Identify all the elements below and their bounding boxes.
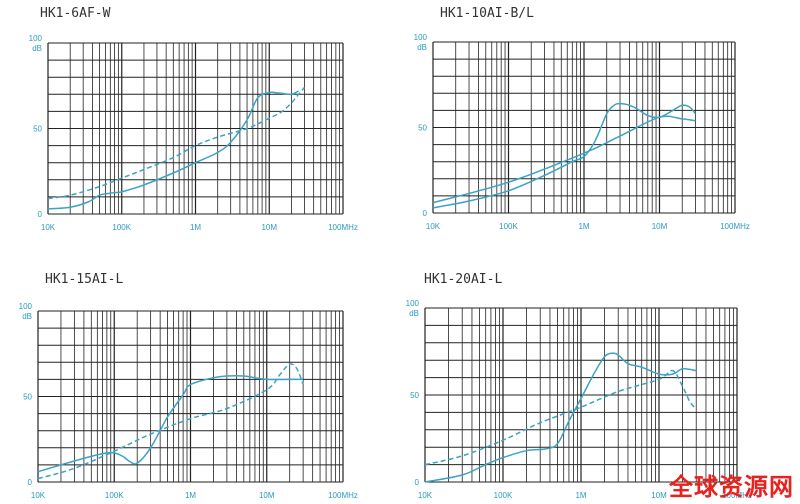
chart-2-y-tick-label: 0: [28, 478, 33, 487]
chart-3-series-1-line: [424, 369, 697, 466]
chart-1-y-tick-label: 50: [418, 124, 427, 133]
chart-2-x-tick-label: 10M: [259, 491, 275, 500]
chart-2-series-1-line: [37, 363, 304, 480]
chart-0-x-tick-label: 1M: [190, 223, 201, 232]
chart-1-y-tick-label: 0: [423, 209, 428, 218]
watermark-logo: 全球资源网: [669, 473, 794, 501]
chart-2-x-tick-label: 10K: [31, 491, 46, 500]
chart-2-series-0-line: [37, 375, 304, 473]
chart-3-y-unit: dB: [409, 309, 419, 318]
chart-3-x-tick-label: 10M: [651, 491, 667, 500]
chart-3-x-tick-label: 10K: [418, 491, 433, 500]
chart-2-y-unit: dB: [22, 312, 32, 321]
chart-0-y-tick-label: 50: [33, 125, 42, 134]
chart-0-y-tick-label: 100: [29, 34, 43, 43]
chart-3-y-tick-label: 100: [406, 299, 420, 308]
chart-0-x-tick-label: 10M: [261, 223, 277, 232]
chart-0-y-unit: dB: [32, 44, 42, 53]
chart-2-x-tick-label: 100MHz: [328, 491, 358, 500]
chart-0-series-0-line: [47, 90, 299, 210]
chart-1-y-tick-label: 100: [414, 33, 428, 42]
chart-0-x-tick-label: 100MHz: [328, 223, 358, 232]
chart-1-series-0-line: [432, 102, 697, 209]
chart-title-3: HK1-20AI-L: [424, 272, 503, 287]
chart-3-y-tick-label: 0: [415, 478, 420, 487]
chart-title-0: HK1-6AF-W: [40, 6, 111, 21]
chart-0-x-tick-label: 10K: [41, 223, 56, 232]
chart-1-y-unit: dB: [417, 43, 427, 52]
chart-3-x-tick-label: 1M: [575, 491, 586, 500]
chart-2-x-tick-label: 1M: [185, 491, 196, 500]
chart-2-y-tick-label: 100: [19, 302, 33, 311]
chart-title-2: HK1-15AI-L: [45, 272, 124, 287]
chart-1-x-tick-label: 100MHz: [720, 222, 750, 231]
chart-1-x-tick-label: 10K: [426, 222, 441, 231]
chart-1-x-tick-label: 100K: [499, 222, 518, 231]
chart-0-x-tick-label: 100K: [112, 223, 131, 232]
chart-title-1: HK1-10AI-B/L: [440, 6, 534, 21]
chart-3-x-tick-label: 100K: [494, 491, 513, 500]
chart-0-series-1-line: [47, 87, 305, 200]
chart-3-y-tick-label: 50: [410, 391, 419, 400]
chart-1-x-tick-label: 10M: [652, 222, 668, 231]
chart-0-y-tick-label: 0: [38, 210, 43, 219]
chart-1-x-tick-label: 1M: [578, 222, 589, 231]
chart-2-y-tick-label: 50: [23, 393, 32, 402]
chart-1-series-1-line: [432, 115, 696, 204]
chart-2-x-tick-label: 100K: [105, 491, 124, 500]
chart-3-series-0-line: [424, 352, 697, 483]
chart-3-x-tick-label: 100MHz: [722, 491, 752, 500]
